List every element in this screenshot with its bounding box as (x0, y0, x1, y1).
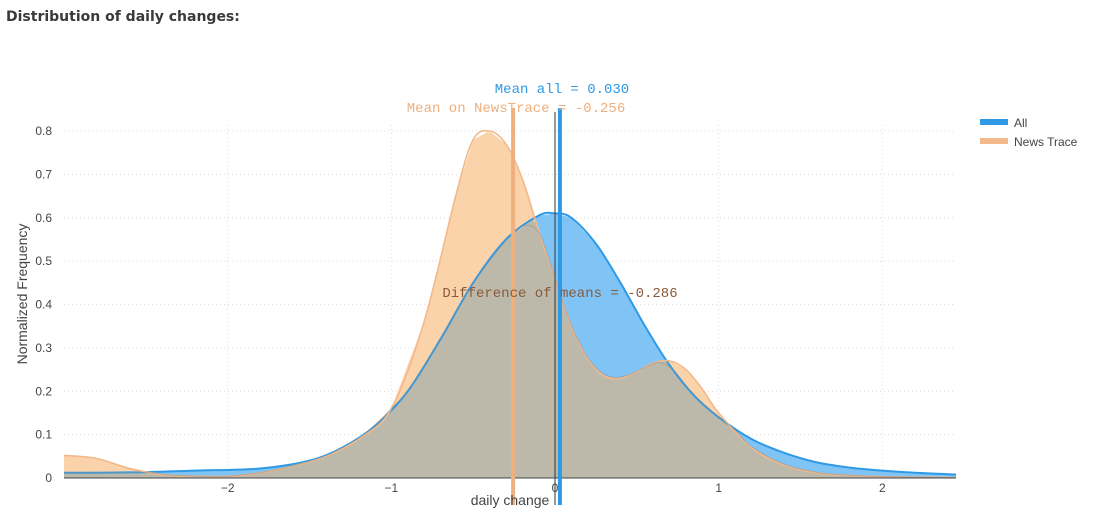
annotation-difference-of-means: Difference of means = -0.286 (442, 286, 677, 302)
axis-labels: daily change Normalized Frequency (14, 224, 550, 508)
y-tick-label: 0.6 (35, 211, 52, 225)
legend-item-news-trace[interactable]: News Trace (980, 135, 1078, 149)
legend-item-all[interactable]: All (980, 116, 1027, 130)
page-title: Distribution of daily changes: (6, 9, 240, 25)
x-tick-label: −2 (221, 481, 235, 495)
mean-lines (511, 108, 562, 505)
x-tick-label: 2 (879, 481, 886, 495)
series-layer (63, 129, 957, 479)
x-tick-label: 1 (715, 481, 722, 495)
grid (64, 125, 956, 478)
y-tick-label: 0.7 (35, 167, 52, 181)
y-tick-label: 0.8 (35, 124, 52, 138)
annotation-mean-all: Mean all = 0.030 (495, 82, 629, 98)
legend-label-news-trace: News Trace (1014, 135, 1078, 149)
line-overlap (63, 225, 957, 478)
y-axis-label: Normalized Frequency (14, 224, 30, 365)
x-axis-label: daily change (471, 492, 550, 508)
y-tick-label: 0.5 (35, 254, 52, 268)
legend[interactable]: All News Trace (980, 116, 1078, 149)
annotation-mean-news: Mean on NewsTrace = -0.256 (407, 101, 625, 117)
legend-swatch-news-trace (980, 138, 1008, 144)
y-tick-label: 0.1 (35, 428, 52, 442)
x-tick-label: −1 (384, 481, 398, 495)
y-tick-label: 0.3 (35, 341, 52, 355)
legend-swatch-all (980, 119, 1008, 125)
y-tick-label: 0 (45, 471, 52, 485)
y-tick-label: 0.2 (35, 384, 52, 398)
line-all (63, 211, 957, 476)
area-overlap (64, 220, 956, 478)
annotations: Mean all = 0.030 Mean on NewsTrace = -0.… (407, 82, 678, 302)
axes: −2−101200.10.20.30.40.50.60.70.8 (35, 124, 956, 495)
legend-label-all: All (1014, 116, 1027, 130)
y-tick-label: 0.4 (35, 298, 52, 312)
